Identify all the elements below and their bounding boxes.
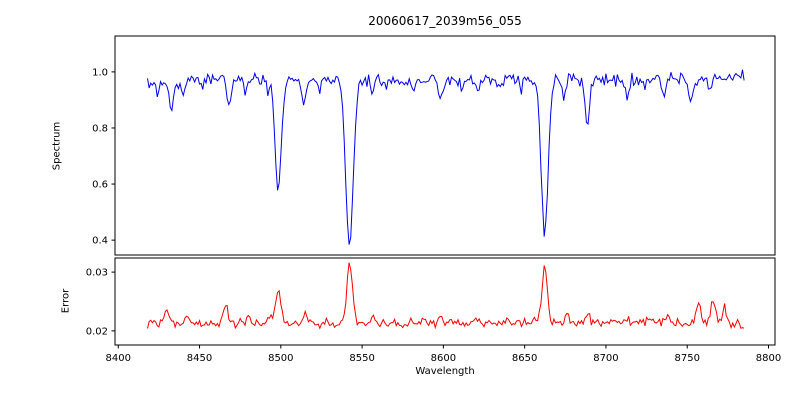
spectrum-y-tick-label: 1.0: [92, 67, 108, 78]
chart-title: 20060617_2039m56_055: [368, 14, 522, 28]
x-tick-label: 8750: [674, 353, 699, 364]
x-tick-label: 8700: [593, 353, 618, 364]
error-y-tick-label: 0.02: [86, 326, 108, 337]
x-tick-label: 8800: [756, 353, 781, 364]
spectrum-y-tick-label: 0.6: [92, 180, 108, 191]
error-panel-border: [114, 257, 776, 346]
error-y-tick-label: 0.03: [86, 268, 108, 279]
x-tick-label: 8450: [187, 353, 212, 364]
error-curve: [147, 262, 745, 330]
spectrum-panel-border: [114, 35, 776, 256]
x-tick-label: 8400: [106, 353, 131, 364]
x-tick-label: 8600: [431, 353, 456, 364]
spectrum-y-tick-label: 0.8: [92, 123, 108, 134]
x-tick-label: 8550: [349, 353, 374, 364]
x-axis-label: Wavelength: [415, 366, 475, 377]
spectrum-y-tick-label: 0.4: [92, 236, 108, 247]
x-tick-label: 8500: [268, 353, 293, 364]
spectrum-curve: [147, 69, 745, 245]
x-tick-label: 8650: [512, 353, 537, 364]
